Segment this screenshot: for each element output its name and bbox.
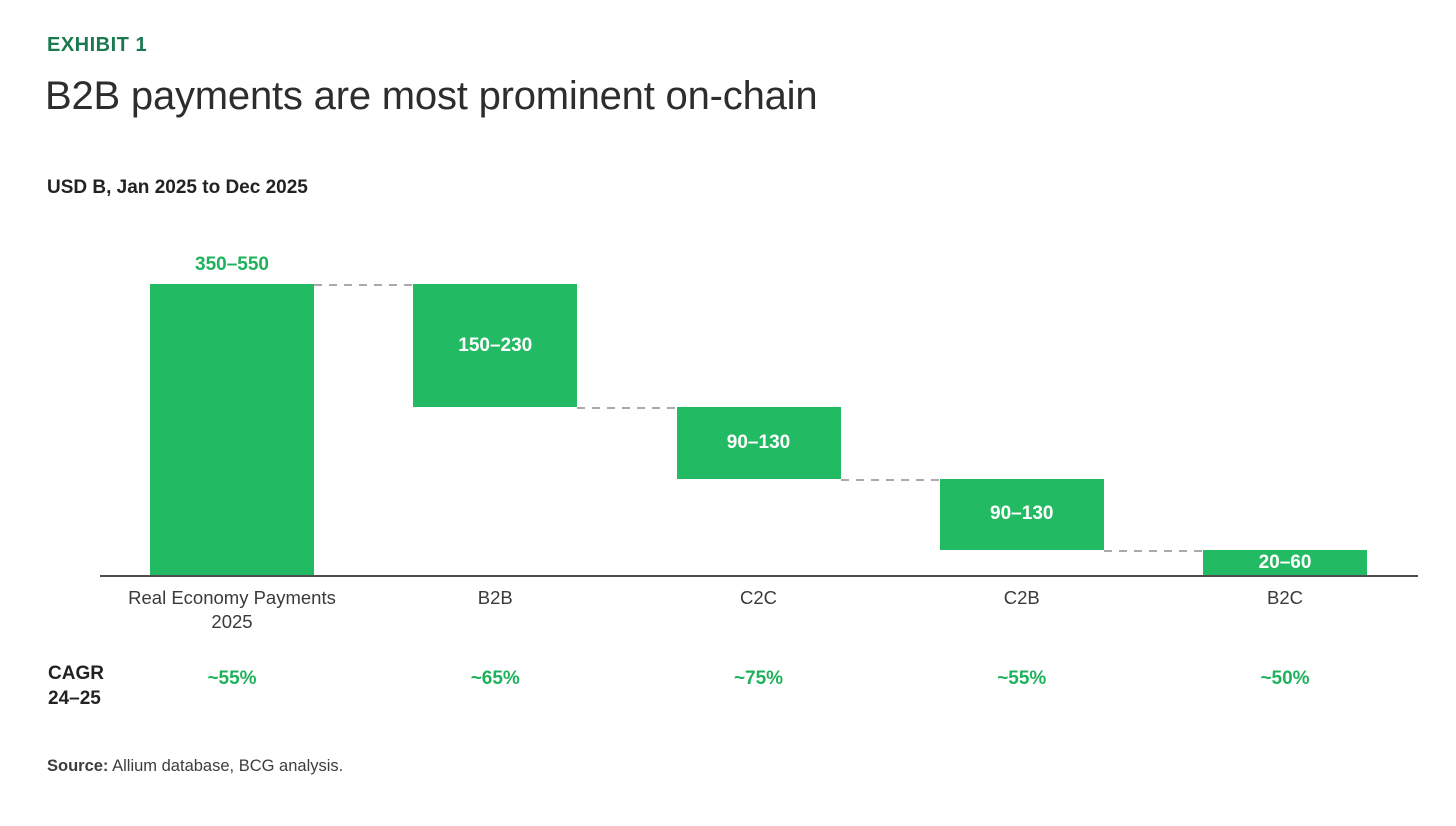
waterfall-bar-c2b: 90–130 [939, 478, 1104, 551]
source-text: Allium database, BCG analysis. [112, 757, 344, 775]
waterfall-bar-real-economy-payments-2025 [150, 284, 314, 576]
connector-line [1103, 550, 1203, 553]
waterfall-bar-c2c: 90–130 [676, 407, 841, 479]
connector-line [314, 284, 414, 286]
waterfall-bar-b2b: 150–230 [413, 284, 578, 408]
x-axis-line [100, 575, 1418, 577]
cagr-value-b2b: ~65% [470, 668, 520, 689]
bar-value-label: 150–230 [458, 334, 533, 356]
page-title: B2B payments are most prominent on-chain [45, 74, 818, 118]
source-label: Source: [47, 757, 109, 775]
category-label-c2c: C2C [739, 587, 777, 608]
cagr-row-label-line1: CAGR [48, 663, 104, 684]
bar-value-label: 350–550 [195, 254, 269, 275]
cagr-row-label-line2: 24–25 [48, 688, 101, 709]
connector-line [577, 407, 677, 410]
cagr-value-real-economy-payments-2025: ~55% [207, 668, 257, 689]
chart-units-label: USD B, Jan 2025 to Dec 2025 [47, 177, 308, 198]
bar-value-label: 90–130 [726, 431, 791, 453]
cagr-value-c2b: ~55% [997, 668, 1047, 689]
category-label-c2b: C2B [1003, 587, 1040, 608]
waterfall-bar-b2c: 20–60 [1203, 550, 1367, 576]
category-label-b2b: B2B [477, 587, 513, 608]
category-label-real-economy-payments-2025: Real Economy Payments 2025 [128, 587, 336, 632]
bar-value-label: 20–60 [1258, 552, 1312, 573]
connector-line [840, 478, 940, 481]
bar-value-label: 90–130 [990, 503, 1054, 525]
exhibit-label: EXHIBIT 1 [47, 34, 148, 56]
cagr-value-b2c: ~50% [1260, 668, 1310, 689]
category-label-b2c: B2C [1267, 587, 1303, 608]
cagr-row-label: CAGR 24–25 [48, 661, 104, 711]
source-note: Source: Allium database, BCG analysis. [47, 757, 343, 776]
cagr-value-c2c: ~75% [733, 668, 784, 689]
